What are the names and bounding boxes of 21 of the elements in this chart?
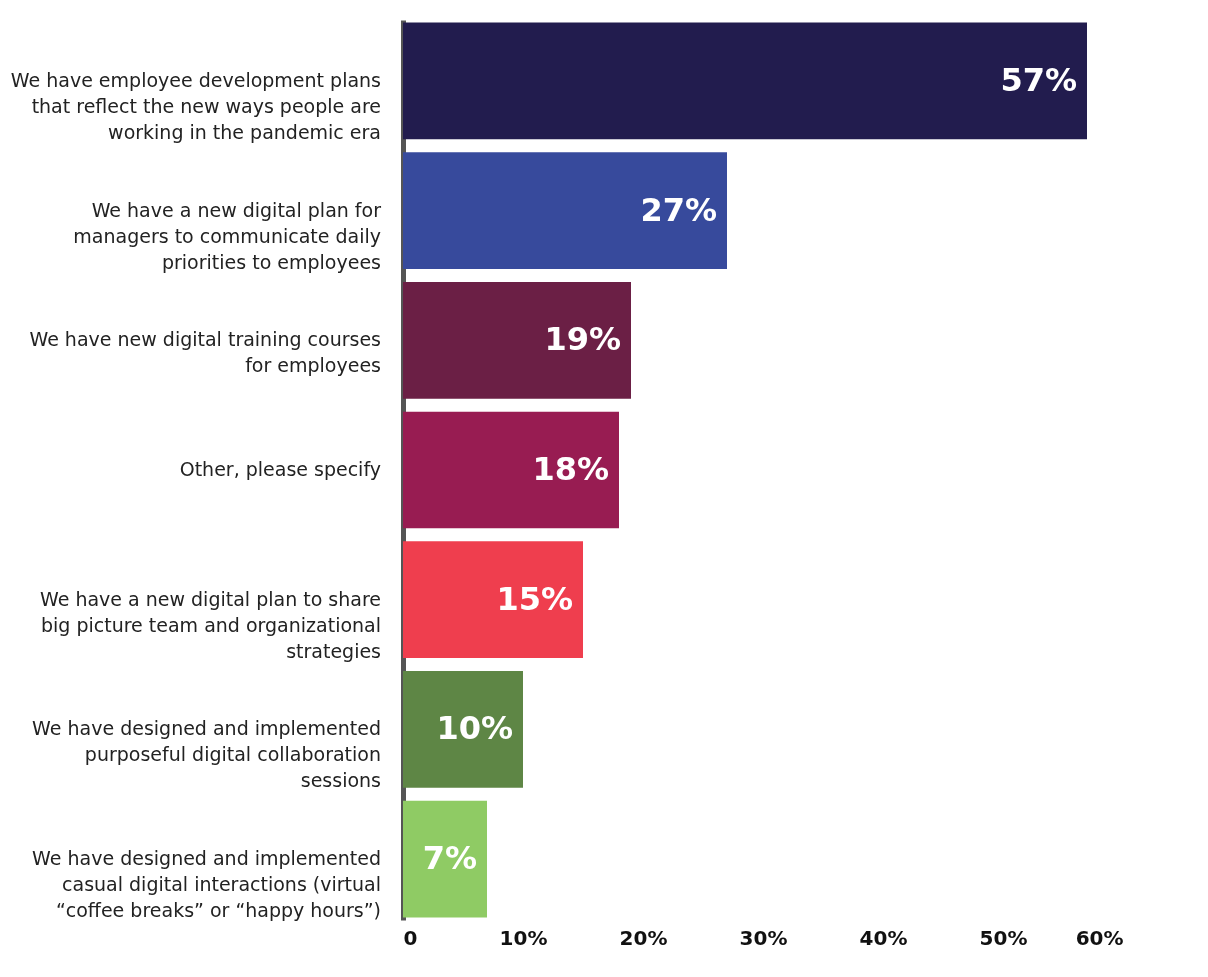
data-label: 15% <box>496 579 573 618</box>
y-tick-label: We have employee development plans that reflect the new ways people are working in the pandemic era <box>10 68 381 143</box>
x-tick-label: 30% <box>739 925 788 950</box>
y-tick-label: We have designed and implemented purposeful digital collaboration sessions <box>32 717 381 792</box>
x-tick-label: 0 <box>403 925 418 950</box>
data-label: 57% <box>1000 60 1077 99</box>
data-label: 27% <box>640 190 717 229</box>
x-tick-label: 50% <box>979 925 1028 950</box>
y-tick-label: Other, please specify <box>179 458 381 480</box>
x-tick-label: 20% <box>619 925 668 950</box>
y-tick-label: We have a new digital plan to share big picture team and organizational strategies <box>40 587 381 662</box>
y-tick-label: We have designed and implemented casual digital interactions (virtual “coffee breaks” or “happy hours”) <box>32 847 381 922</box>
data-label: 18% <box>532 450 609 488</box>
data-label: 10% <box>436 709 513 748</box>
x-tick-label: 60% <box>1075 925 1124 950</box>
x-tick-label: 40% <box>859 925 908 950</box>
y-tick-label: We have new digital training courses for employees <box>29 328 381 377</box>
data-label: 7% <box>422 839 477 878</box>
data-label: 19% <box>544 320 621 359</box>
y-tick-label: We have a new digital plan for managers to communicate daily priorities to employees <box>73 198 382 273</box>
x-tick-label: 10% <box>499 925 548 950</box>
